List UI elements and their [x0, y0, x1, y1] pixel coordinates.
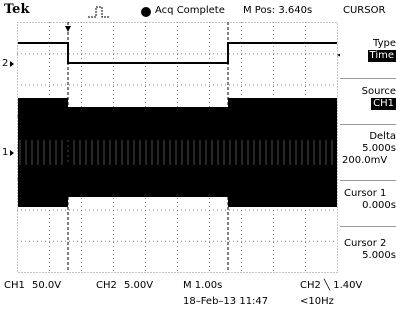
menu-value: 5.000s [340, 143, 396, 155]
menu-label: Cursor 2 [340, 238, 396, 250]
menu-separator [340, 124, 396, 125]
menu-label: Type [340, 38, 396, 50]
menu-separator [340, 78, 396, 79]
menu-value: 0.000s [340, 200, 396, 212]
oscilloscope-screen: Tek Acq Complete M Pos: 3.640s CURSOR 2 … [0, 0, 396, 313]
menu-label: Cursor 1 [340, 188, 396, 200]
frequency: <10Hz [300, 296, 334, 307]
menu-separator [340, 180, 396, 181]
menu-label: Source [340, 86, 396, 98]
menu-label: Delta [340, 131, 396, 143]
menu-value: Time [368, 50, 396, 62]
ch1-marker: 1 [2, 147, 8, 158]
ch1-label: CH1 [4, 280, 25, 291]
ch1-scale: 50.0V [32, 280, 61, 291]
menu-value: CH1 [371, 98, 396, 110]
menu-value: 5.000s [340, 250, 396, 262]
ch2-marker: 2 [2, 58, 8, 69]
trigger-setting: CH2 ╲ 1.40V [300, 280, 362, 291]
ch2-label: CH2 [96, 280, 117, 291]
graticule [0, 0, 340, 280]
ch2-scale: 5.00V [124, 280, 153, 291]
timebase: M 1.00s [183, 280, 222, 291]
menu-separator [340, 226, 396, 227]
menu-extra: 200.0mV [340, 155, 396, 167]
menu-title: CURSOR [343, 5, 396, 16]
date-time: 18–Feb–13 11:47 [183, 296, 268, 307]
